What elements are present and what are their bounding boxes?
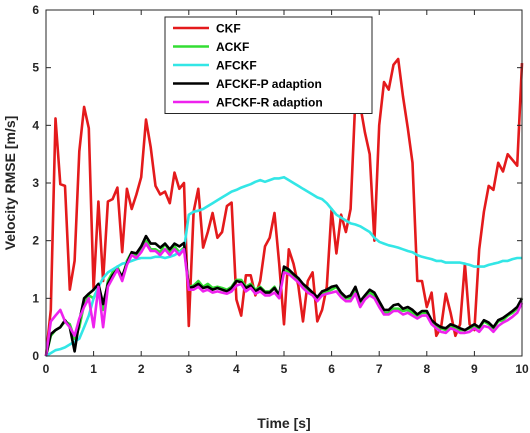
x-tick-label: 7 [376,362,383,376]
series-layer [44,57,524,358]
x-tick-label: 9 [471,362,478,376]
ticks-layer: 0 1 2 3 4 5 6 7 8 9 10 0 1 2 3 4 5 6 [32,3,529,376]
x-tick-label: 0 [43,362,50,376]
x-tick-label: 4 [233,362,240,376]
x-tick-label: 10 [515,362,529,376]
y-tick-label: 0 [32,349,39,363]
y-tick-label: 3 [32,176,39,190]
series-line-1 [44,239,524,357]
legend: CKF ACKF AFCKF AFCKF-P adaption AFCKF-R adap… [164,16,373,114]
y-tick-label: 2 [32,234,39,248]
legend-entry: ACKF [216,40,249,54]
y-tick-label: 6 [32,3,39,17]
x-tick-label: 1 [90,362,97,376]
x-tick-label: 2 [138,362,145,376]
legend-entry: CKF [216,22,241,36]
x-axis-label: Time [s] [257,415,310,431]
x-tick-label: 8 [423,362,430,376]
legend-entry: AFCKF-P adaption [216,77,322,91]
x-tick-label: 3 [185,362,192,376]
y-tick-label: 4 [32,118,39,132]
series-line-3 [44,234,524,357]
y-tick-label: 1 [32,291,39,305]
legend-entry: AFCKF [216,59,257,73]
y-axis-label: Velocity RMSE [m/s] [2,116,18,251]
x-tick-label: 5 [281,362,288,376]
series-line-0 [44,57,524,357]
legend-entry: AFCKF-R adaption [216,96,323,110]
series-line-2 [45,175,522,358]
y-tick-label: 5 [32,61,39,75]
x-tick-label: 6 [328,362,335,376]
series-line-4 [44,242,524,357]
